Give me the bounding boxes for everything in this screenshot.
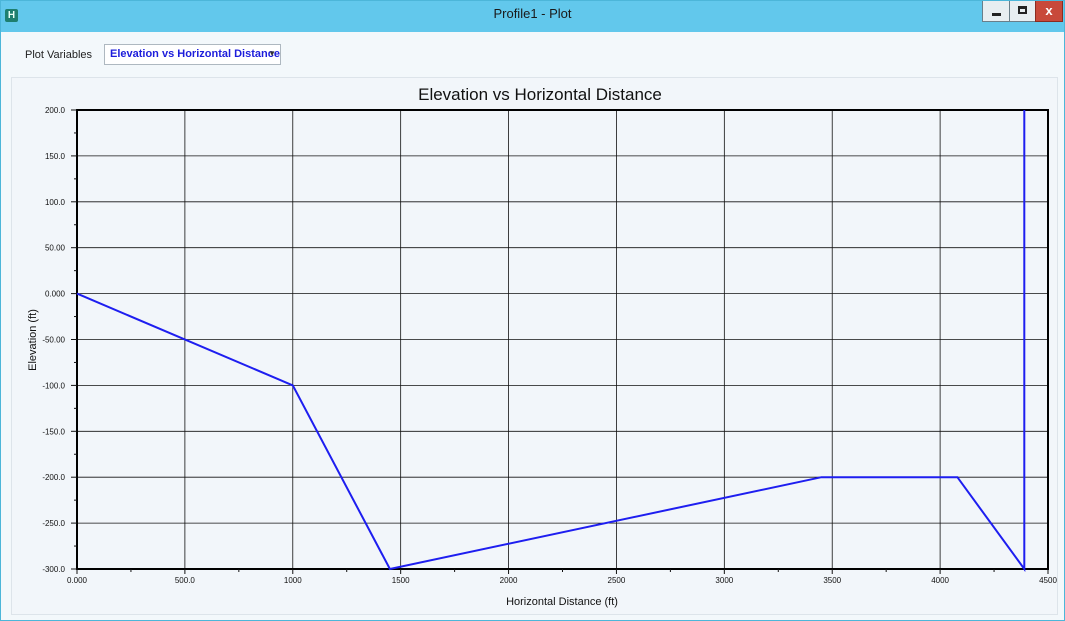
y-axis-label: Elevation (ft) <box>27 309 39 371</box>
x-axis-label: Horizontal Distance (ft) <box>506 596 618 608</box>
y-tick-label: -300.0 <box>42 565 65 574</box>
x-tick-label: 2500 <box>608 576 626 585</box>
window-title: Profile1 - Plot <box>493 6 572 21</box>
chevron-down-icon[interactable]: ▼ <box>268 49 276 58</box>
plot-variables-select[interactable]: Elevation vs Horizontal Distance ▼ <box>104 44 281 65</box>
x-tick-label: 1500 <box>392 576 410 585</box>
chart-panel: Elevation vs Horizontal Distance 0.000 50… <box>11 77 1058 615</box>
x-tick-label: 3000 <box>715 576 733 585</box>
plot-variables-selected-value: Elevation vs Horizontal Distance <box>110 48 280 60</box>
y-tick-label: -50.00 <box>42 336 65 345</box>
x-tick-label: 1000 <box>284 576 302 585</box>
x-tick-label: 3500 <box>823 576 841 585</box>
y-tick-label: 50.00 <box>45 244 66 253</box>
x-tick-label: 2000 <box>500 576 518 585</box>
y-tick-label: 150.0 <box>45 152 66 161</box>
y-tick-label: -250.0 <box>42 519 65 528</box>
y-tick-label: 0.000 <box>45 290 66 299</box>
x-tick-label: 500.0 <box>175 576 196 585</box>
minimize-icon <box>992 13 1001 16</box>
x-tick-label: 4000 <box>931 576 949 585</box>
maximize-icon <box>1018 6 1027 14</box>
elevation-series-line[interactable] <box>76 110 1026 573</box>
close-button[interactable]: x <box>1035 1 1063 22</box>
app-icon: H <box>5 9 18 22</box>
maximize-button[interactable] <box>1009 1 1036 22</box>
y-tick-label: 100.0 <box>45 198 66 207</box>
title-bar[interactable]: H Profile1 - Plot x <box>1 1 1064 32</box>
y-tick-label: -100.0 <box>42 381 65 390</box>
y-tick-label: -150.0 <box>42 427 65 436</box>
y-tick-label: -200.0 <box>42 473 65 482</box>
close-icon: x <box>1045 3 1053 18</box>
x-tick-label: 0.000 <box>67 576 88 585</box>
x-tick-label: 4500 <box>1039 576 1057 585</box>
minimize-button[interactable] <box>982 1 1010 22</box>
chart: Elevation vs Horizontal Distance 0.000 50… <box>27 85 1057 608</box>
plot-variables-label: Plot Variables <box>25 49 93 61</box>
chart-title: Elevation vs Horizontal Distance <box>418 85 662 104</box>
y-tick-label: 200.0 <box>45 106 66 115</box>
